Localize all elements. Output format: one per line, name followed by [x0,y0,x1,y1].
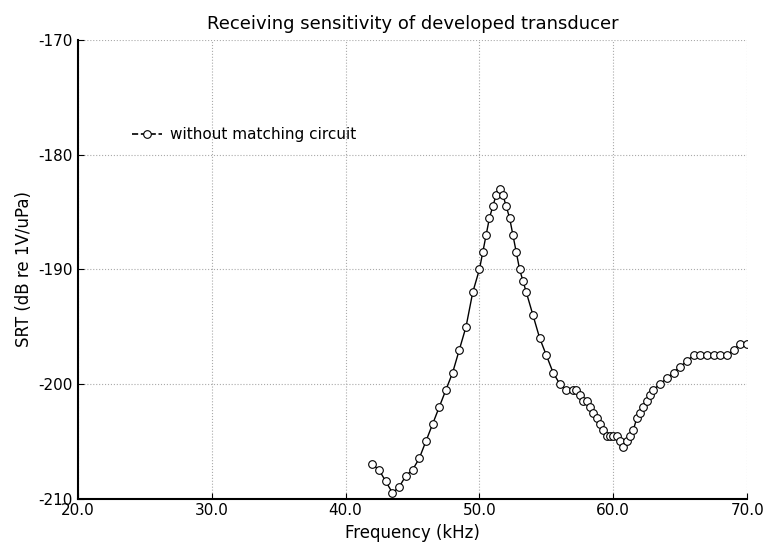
Legend: without matching circuit: without matching circuit [125,121,362,148]
X-axis label: Frequency (kHz): Frequency (kHz) [345,524,480,542]
Y-axis label: SRT (dB re 1V/uPa): SRT (dB re 1V/uPa) [15,192,33,348]
Title: Receiving sensitivity of developed transducer: Receiving sensitivity of developed trans… [206,15,619,33]
